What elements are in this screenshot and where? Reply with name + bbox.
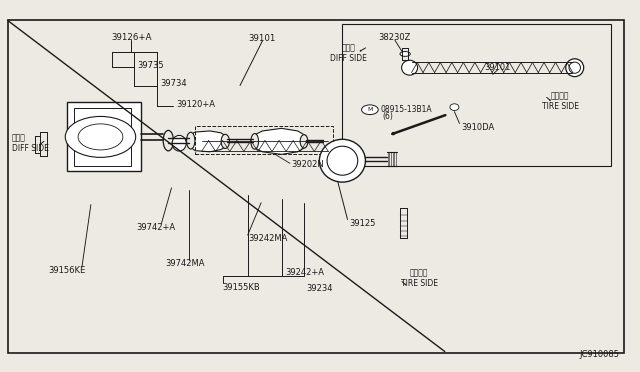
Text: デフ側
DIFF SIDE: デフ側 DIFF SIDE	[330, 43, 367, 62]
Text: 39156KE: 39156KE	[49, 266, 86, 275]
Polygon shape	[253, 128, 306, 154]
Ellipse shape	[569, 62, 580, 73]
Text: 39126+A: 39126+A	[111, 33, 152, 42]
Text: 39742+A: 39742+A	[136, 223, 175, 232]
Text: JC910085: JC910085	[580, 350, 620, 359]
Text: 39234: 39234	[306, 284, 332, 293]
Text: M: M	[367, 107, 372, 112]
Text: 3910DA: 3910DA	[461, 123, 494, 132]
Ellipse shape	[327, 146, 358, 175]
Text: 39125: 39125	[349, 219, 375, 228]
Ellipse shape	[402, 60, 418, 75]
Ellipse shape	[300, 135, 308, 148]
Text: 39242+A: 39242+A	[285, 268, 324, 277]
Text: 39734: 39734	[160, 79, 187, 88]
Ellipse shape	[400, 51, 410, 56]
Circle shape	[78, 124, 123, 150]
Bar	[74, 108, 131, 166]
Circle shape	[362, 105, 378, 115]
Polygon shape	[189, 131, 227, 152]
Text: 39202N: 39202N	[291, 160, 324, 169]
Bar	[67, 102, 141, 171]
Bar	[342, 24, 611, 166]
Ellipse shape	[163, 131, 173, 151]
Text: タイヤ側
TIRE SIDE: タイヤ側 TIRE SIDE	[401, 269, 438, 288]
Ellipse shape	[251, 134, 259, 149]
Bar	[195, 126, 333, 154]
Text: 39242MA: 39242MA	[248, 234, 288, 243]
Ellipse shape	[172, 135, 186, 151]
Text: 39101: 39101	[484, 63, 511, 72]
Text: 08915-13B1A: 08915-13B1A	[381, 105, 433, 114]
Text: デフ側
DIFF SIDE: デフ側 DIFF SIDE	[12, 134, 49, 153]
Ellipse shape	[221, 134, 229, 148]
Text: 38230Z: 38230Z	[379, 33, 411, 42]
Circle shape	[65, 116, 136, 157]
Ellipse shape	[566, 59, 584, 77]
Ellipse shape	[319, 140, 365, 182]
Bar	[8, 20, 624, 353]
Text: 39735: 39735	[138, 61, 164, 70]
Ellipse shape	[187, 132, 195, 149]
Text: 39155KB: 39155KB	[223, 283, 260, 292]
Ellipse shape	[450, 104, 459, 110]
Text: 39742MA: 39742MA	[165, 259, 205, 267]
Text: タイヤ側
TIRE SIDE: タイヤ側 TIRE SIDE	[541, 92, 579, 111]
Text: 39101: 39101	[249, 34, 276, 43]
Text: (6): (6)	[382, 112, 393, 121]
Text: 39120+A: 39120+A	[176, 100, 215, 109]
